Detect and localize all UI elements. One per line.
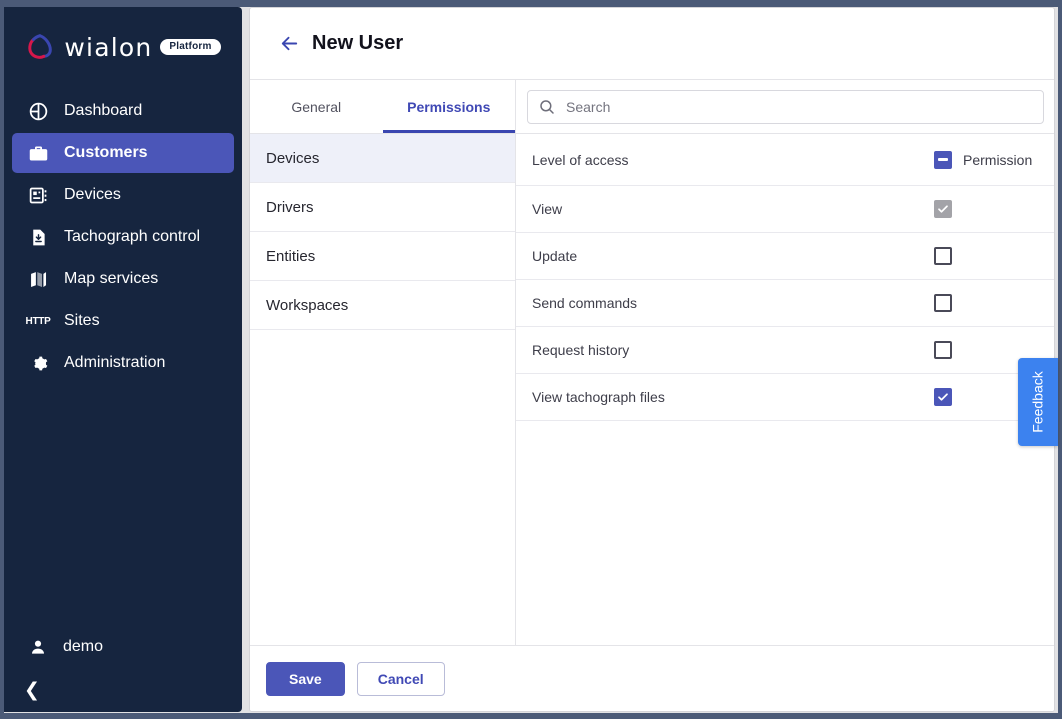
row-label: Update	[532, 248, 578, 264]
http-icon: HTTP	[25, 315, 51, 327]
select-all-checkbox[interactable]	[934, 150, 952, 169]
sidebar-item-customers[interactable]: Customers	[12, 133, 234, 173]
arrow-left-icon[interactable]	[276, 31, 302, 57]
table-row: Send commands	[516, 280, 1054, 327]
chevron-left-icon: ❮	[24, 678, 40, 701]
subnav-item-entities[interactable]: Entities	[250, 232, 515, 281]
permission-checkbox-request-history[interactable]	[934, 341, 952, 359]
permission-checkbox-update[interactable]	[934, 247, 952, 265]
tabs-row: General Permissions	[250, 80, 1054, 134]
briefcase-icon	[26, 141, 50, 165]
search-input[interactable]	[566, 98, 1033, 115]
subnav-item-label: Entities	[266, 247, 316, 265]
map-icon	[26, 267, 50, 291]
table-row: Update	[516, 233, 1054, 280]
search-zone	[516, 80, 1054, 133]
brand-logo[interactable]: wialon Platform	[4, 7, 242, 83]
feedback-label: Feedback	[1030, 371, 1047, 433]
row-label: View tachograph files	[532, 389, 665, 405]
cancel-button[interactable]: Cancel	[356, 662, 445, 696]
window-frame-left	[0, 0, 4, 719]
table-header-row: Level of access Permission	[516, 134, 1054, 186]
window-frame-right	[1058, 0, 1062, 719]
column-header-permission-cell: Permission	[932, 150, 1054, 169]
sidebar-item-map-services[interactable]: Map services	[12, 259, 234, 299]
sidebar-user-label: demo	[63, 638, 104, 655]
column-header-level-of-access: Level of access	[532, 151, 629, 168]
permissions-table: Level of access Permission View	[516, 134, 1054, 645]
wialon-logo-icon	[25, 32, 55, 62]
permission-checkbox-view	[934, 200, 952, 218]
window-frame-top	[0, 0, 1062, 7]
subnav-item-workspaces[interactable]: Workspaces	[250, 281, 515, 330]
page-title: New User	[312, 32, 404, 54]
row-permission-cell	[932, 247, 1054, 265]
panel-body: Devices Drivers Entities Workspaces Leve…	[250, 134, 1054, 646]
subnav-item-label: Devices	[266, 149, 320, 167]
permissions-category-list: Devices Drivers Entities Workspaces	[250, 134, 516, 645]
minus-icon	[938, 158, 948, 161]
sidebar-item-sites[interactable]: HTTP Sites	[12, 301, 234, 341]
row-label: Send commands	[532, 295, 638, 311]
gear-icon	[26, 351, 50, 375]
sidebar-item-devices[interactable]: Devices	[12, 175, 234, 215]
table-row: Request history	[516, 327, 1054, 374]
panel-header: New User	[250, 8, 1054, 80]
brand-name: wialon	[64, 32, 153, 62]
check-icon	[937, 391, 949, 403]
sidebar-footer: demo ❮	[4, 626, 242, 712]
sidebar-item-administration[interactable]: Administration	[12, 343, 234, 383]
sidebar-item-dashboard[interactable]: Dashboard	[12, 91, 234, 131]
sidebar-item-label: Customers	[64, 144, 148, 161]
sidebar-item-tachograph-control[interactable]: Tachograph control	[12, 217, 234, 257]
check-icon	[937, 203, 949, 215]
sidebar-nav: Dashboard Customers	[4, 91, 242, 383]
tab-list: General Permissions	[250, 80, 516, 133]
subnav-item-label: Drivers	[266, 198, 314, 216]
tab-general[interactable]: General	[250, 80, 383, 133]
column-header-permission: Permission	[963, 151, 1033, 168]
sidebar-item-label: Administration	[64, 354, 166, 371]
sidebar-item-label: Dashboard	[64, 102, 143, 119]
row-permission-cell	[932, 341, 1054, 359]
person-icon	[26, 635, 50, 659]
table-row: View tachograph files	[516, 374, 1054, 421]
row-permission-cell	[932, 294, 1054, 312]
panel-footer: Save Cancel	[250, 646, 1054, 711]
search-icon	[538, 98, 556, 116]
search-box[interactable]	[527, 89, 1044, 124]
main-panel: New User General Permissions	[249, 7, 1055, 712]
sidebar-item-label: Devices	[64, 186, 121, 203]
save-button[interactable]: Save	[266, 662, 345, 696]
row-permission-cell	[932, 200, 1054, 218]
row-label: View	[532, 201, 563, 217]
permission-checkbox-view-tachograph-files[interactable]	[934, 388, 952, 406]
tab-label: Permissions	[407, 98, 491, 115]
sidebar-item-label: Map services	[64, 270, 159, 287]
window-frame-bottom	[0, 713, 1062, 719]
sidebar-item-label: Tachograph control	[64, 228, 201, 245]
feedback-tab[interactable]: Feedback	[1018, 358, 1058, 446]
table-row: View	[516, 186, 1054, 233]
download-file-icon	[26, 225, 50, 249]
tab-permissions[interactable]: Permissions	[382, 80, 516, 133]
device-list-icon	[26, 183, 50, 207]
row-permission-cell	[932, 388, 1054, 406]
subnav-item-devices[interactable]: Devices	[250, 134, 515, 183]
row-label: Request history	[532, 342, 630, 358]
sidebar-item-label: Sites	[64, 312, 100, 329]
permission-checkbox-send-commands[interactable]	[934, 294, 952, 312]
brand-badge: Platform	[160, 39, 221, 55]
sidebar-user[interactable]: demo	[4, 626, 242, 668]
sidebar: wialon Platform Dashboard Customers	[4, 7, 242, 712]
sidebar-collapse-button[interactable]: ❮	[4, 668, 242, 712]
subnav-item-drivers[interactable]: Drivers	[250, 183, 515, 232]
subnav-item-label: Workspaces	[266, 296, 349, 314]
tab-label: General	[291, 98, 342, 115]
pie-chart-icon	[26, 99, 50, 123]
